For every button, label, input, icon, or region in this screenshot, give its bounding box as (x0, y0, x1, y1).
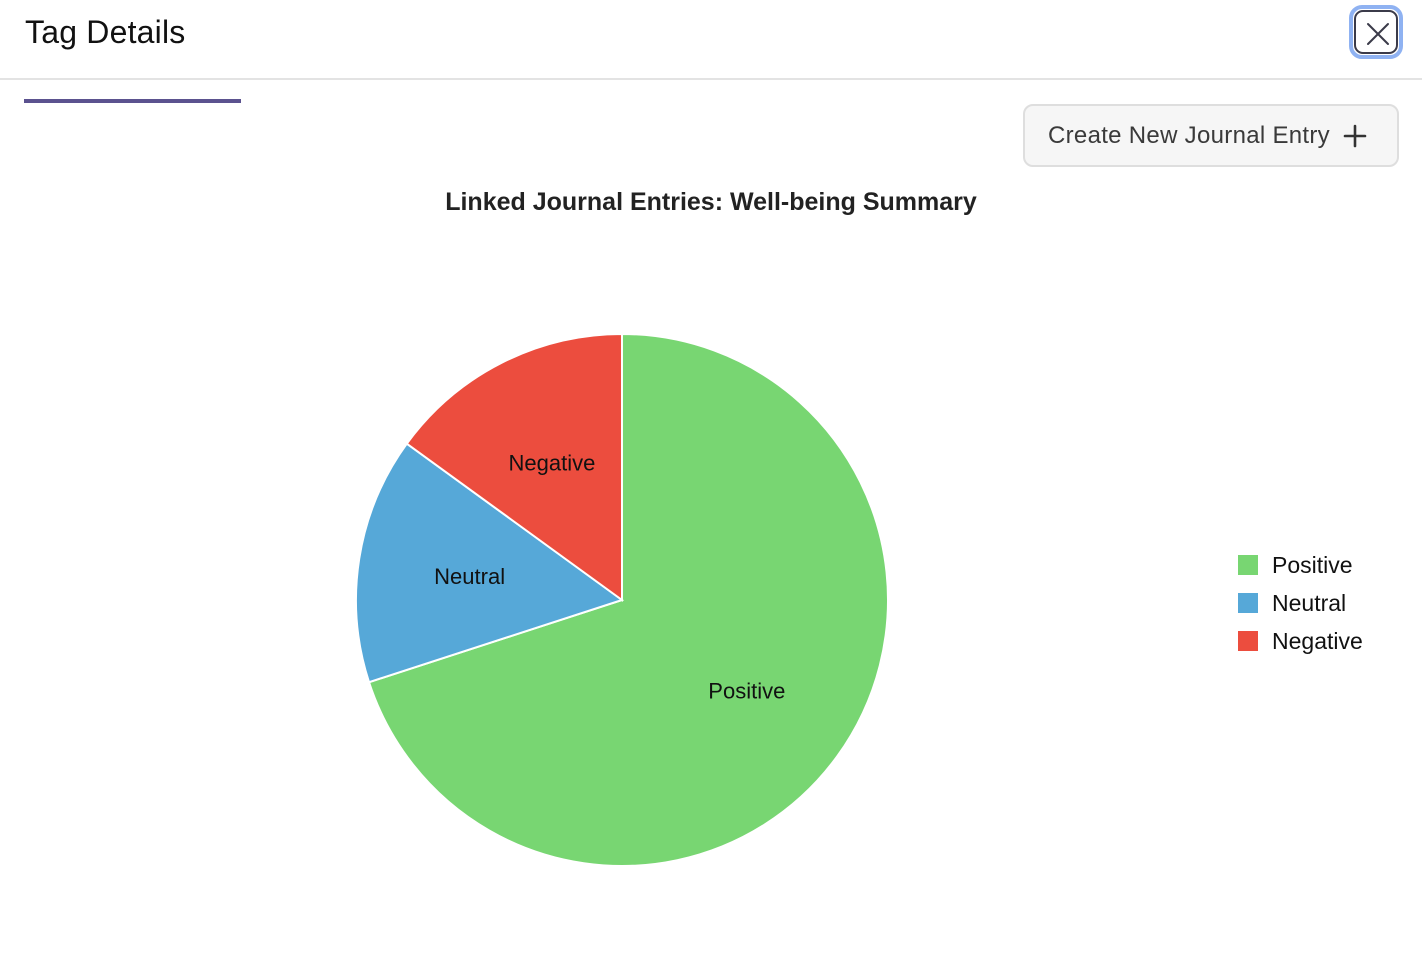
plus-icon (1343, 124, 1367, 147)
legend-swatch-neutral (1238, 593, 1258, 613)
create-journal-entry-label: Create New Journal Entry (1048, 121, 1330, 149)
pie-slice-positive (367, 332, 889, 867)
pie-slice-negative (405, 332, 623, 602)
legend-item-neutral: Neutral (1238, 590, 1346, 616)
legend-label-neutral: Neutral (1272, 590, 1346, 616)
active-tab-indicator (24, 99, 241, 103)
dialog-title: Tag Details (25, 14, 186, 50)
legend-swatch-negative (1238, 631, 1258, 651)
slice-label-negative: Negative (509, 451, 596, 476)
legend-label-positive: Positive (1272, 552, 1353, 578)
legend-swatch-positive (1238, 555, 1258, 575)
chart-legend: Positive Neutral Negative (1238, 552, 1363, 654)
legend-item-negative: Negative (1238, 628, 1363, 654)
close-button-frame (1354, 10, 1398, 54)
create-journal-entry-button[interactable]: Create New Journal Entry (1023, 104, 1399, 167)
slice-label-neutral: Neutral (434, 564, 505, 589)
legend-item-positive: Positive (1238, 552, 1353, 578)
pie-slices (355, 332, 889, 867)
dialog-header: Tag Details (0, 0, 1422, 80)
slice-label-positive: Positive (708, 679, 785, 704)
pie-slice-labels: Positive Neutral Negative (434, 451, 785, 704)
close-button[interactable] (1349, 5, 1403, 59)
chart-title: Linked Journal Entries: Well-being Summa… (445, 188, 977, 216)
legend-label-negative: Negative (1272, 628, 1363, 654)
close-icon (1367, 23, 1389, 45)
pie-slice-neutral (355, 442, 625, 684)
